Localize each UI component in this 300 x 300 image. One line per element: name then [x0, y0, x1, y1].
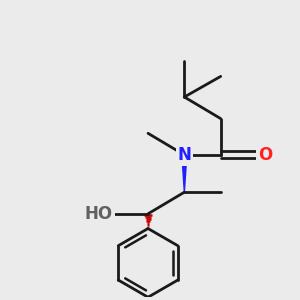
Text: O: O — [258, 146, 272, 164]
Text: HO: HO — [85, 205, 113, 223]
Polygon shape — [182, 155, 187, 192]
Text: N: N — [177, 146, 191, 164]
